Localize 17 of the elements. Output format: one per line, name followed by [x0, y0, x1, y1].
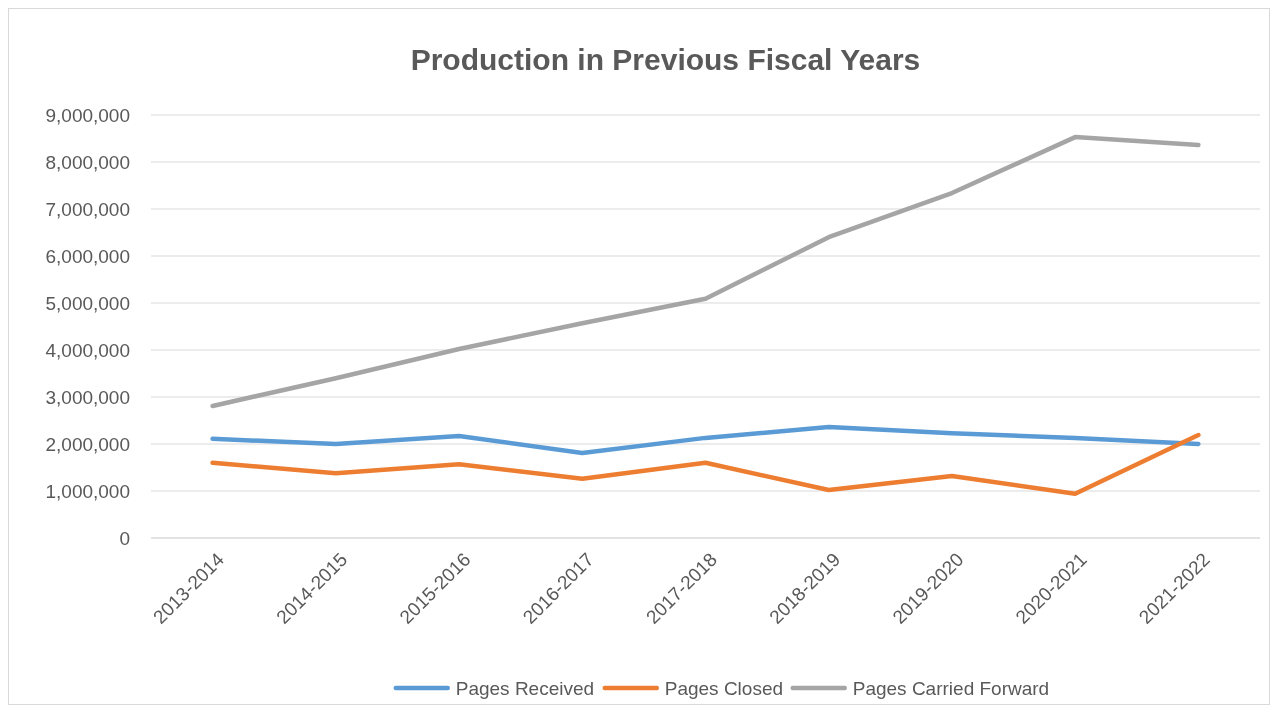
y-tick-label: 6,000,000: [45, 245, 130, 267]
y-tick-label: 0: [119, 527, 130, 549]
line-series: [210, 424, 1201, 456]
y-tick-label: 4,000,000: [45, 339, 130, 361]
y-tick-label: 5,000,000: [45, 292, 130, 314]
legend-label: Pages Closed: [664, 677, 784, 699]
y-tick-label: 1,000,000: [45, 480, 130, 502]
legend-label: Pages Carried Forward: [852, 677, 1050, 699]
chart-title: Production in Previous Fiscal Years: [410, 43, 921, 76]
y-tick-label: 7,000,000: [45, 198, 130, 220]
y-tick-label: 3,000,000: [45, 386, 130, 408]
line-series: [210, 134, 1201, 409]
line-series: [210, 432, 1201, 497]
y-tick-label: 9,000,000: [45, 104, 130, 126]
legend-label: Pages Received: [455, 677, 595, 699]
y-tick-label: 8,000,000: [45, 151, 130, 173]
y-tick-label: 2,000,000: [45, 433, 130, 455]
